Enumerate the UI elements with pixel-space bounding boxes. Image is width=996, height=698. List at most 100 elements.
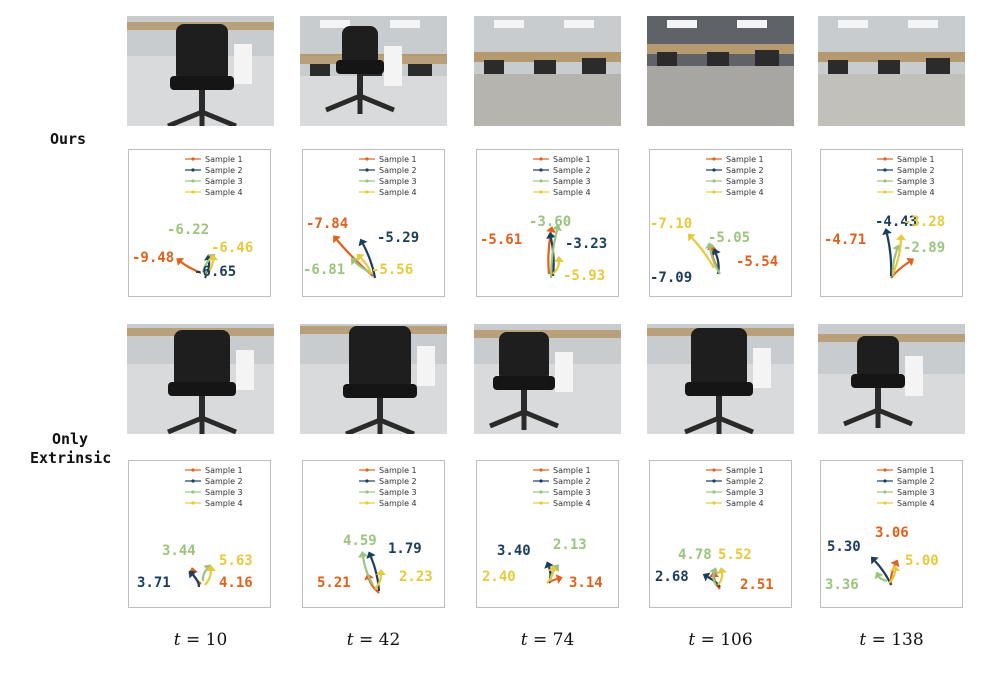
ours-value-sample-4: -6.46 bbox=[211, 240, 253, 256]
row-label-only-line2: Extrinsic bbox=[30, 449, 112, 467]
legend-label-sample-4: Sample 4 bbox=[726, 499, 764, 508]
timestep-label-5: t = 138 bbox=[818, 630, 965, 650]
legend-label-sample-4: Sample 4 bbox=[553, 499, 591, 508]
ours-plot-svg-1: Sample 1 Sample 2 Sample 3 Sample 4 -9.48 -6.… bbox=[132, 155, 253, 280]
extrinsic-arrowhead-sample-4 bbox=[206, 565, 216, 571]
extrinsic-legend-4: Sample 1 Sample 2 Sample 3 Sample 4 bbox=[706, 466, 764, 508]
legend-label-sample-4: Sample 4 bbox=[726, 188, 764, 197]
legend-label-sample-4: Sample 4 bbox=[379, 499, 417, 508]
extrinsic-value-sample-4: 2.23 bbox=[399, 569, 433, 585]
extrinsic-trajectory-sample-3 bbox=[201, 568, 208, 582]
extrinsic-trajectory-sample-4 bbox=[888, 570, 897, 584]
ours-trajectory-sample-2 bbox=[362, 243, 377, 279]
ours-plot-svg-3: Sample 1 Sample 2 Sample 3 Sample 4 -5.61 -3.… bbox=[480, 155, 607, 284]
extrinsic-plot-2: Sample 1 Sample 2 Sample 3 Sample 4 5.21 1.79… bbox=[302, 460, 445, 608]
extrinsic-trajectory-sample-4 bbox=[374, 574, 383, 590]
ours-trajectory-sample-3 bbox=[708, 247, 721, 275]
extrinsic-camera-frame-1 bbox=[127, 324, 274, 434]
ours-arrowhead-sample-3 bbox=[350, 257, 359, 266]
extrinsic-arrowhead-sample-1 bbox=[555, 574, 563, 584]
ours-plot-5: Sample 1 Sample 2 Sample 3 Sample 4 -4.71 -4.… bbox=[820, 149, 963, 297]
extrinsic-legend-2: Sample 1 Sample 2 Sample 3 Sample 4 bbox=[359, 466, 417, 508]
legend-marker-sample-2 bbox=[712, 168, 716, 172]
ours-camera-frame-1 bbox=[127, 16, 274, 126]
extrinsic-arrowhead-sample-4 bbox=[376, 569, 386, 575]
ours-camera-frame-2 bbox=[300, 16, 447, 126]
timestep-value: = 138 bbox=[871, 630, 924, 650]
ours-value-sample-3: -6.22 bbox=[167, 222, 209, 238]
legend-label-sample-4: Sample 4 bbox=[553, 188, 591, 197]
legend-label-sample-4: Sample 4 bbox=[205, 188, 243, 197]
ours-trajectory-sample-3 bbox=[549, 229, 559, 279]
legend-label-sample-2: Sample 2 bbox=[553, 477, 591, 486]
extrinsic-trajectory-sample-3 bbox=[878, 576, 888, 583]
legend-marker-sample-4 bbox=[365, 190, 369, 194]
extrinsic-value-sample-1: 2.51 bbox=[740, 577, 774, 593]
ours-value-sample-4: -7.10 bbox=[650, 216, 692, 232]
ours-arrowhead-sample-4 bbox=[356, 253, 365, 262]
ours-trajectory-sample-4 bbox=[205, 259, 215, 277]
ours-arrowhead-sample-1 bbox=[176, 258, 185, 266]
timestep-variable: t bbox=[859, 630, 867, 650]
ours-trajectory-sample-1 bbox=[890, 261, 910, 279]
ours-arrowhead-sample-1 bbox=[546, 226, 556, 233]
ours-arrowhead-sample-2 bbox=[882, 228, 892, 236]
extrinsic-plot-1: Sample 1 Sample 2 Sample 3 Sample 4 4.16 3.71… bbox=[128, 460, 271, 608]
extrinsic-value-sample-3: 2.13 bbox=[553, 537, 587, 553]
extrinsic-camera-frame-2 bbox=[300, 324, 447, 434]
legend-label-sample-3: Sample 3 bbox=[726, 488, 764, 497]
legend-label-sample-1: Sample 1 bbox=[379, 155, 417, 164]
extrinsic-value-sample-1: 3.06 bbox=[875, 525, 909, 541]
legend-label-sample-1: Sample 1 bbox=[897, 155, 935, 164]
ours-value-sample-4: -5.93 bbox=[563, 268, 605, 284]
extrinsic-plot-svg-4: Sample 1 Sample 2 Sample 3 Sample 4 2.51 2.68… bbox=[655, 466, 774, 593]
timestep-variable: t bbox=[173, 630, 181, 650]
legend-marker-sample-1 bbox=[539, 468, 543, 472]
extrinsic-trajectory-sample-4 bbox=[717, 572, 724, 586]
ours-value-sample-4: -3.28 bbox=[903, 214, 945, 230]
legend-label-sample-4: Sample 4 bbox=[205, 499, 243, 508]
timestep-value: = 74 bbox=[532, 630, 575, 650]
legend-label-sample-1: Sample 1 bbox=[553, 466, 591, 475]
extrinsic-value-sample-2: 5.30 bbox=[827, 539, 861, 555]
legend-marker-sample-3 bbox=[883, 490, 887, 494]
legend-label-sample-3: Sample 3 bbox=[205, 488, 243, 497]
timestep-value: = 42 bbox=[358, 630, 401, 650]
legend-label-sample-2: Sample 2 bbox=[726, 166, 764, 175]
ours-camera-frame-5 bbox=[818, 16, 965, 126]
legend-label-sample-4: Sample 4 bbox=[897, 499, 935, 508]
ours-arrowhead-sample-4 bbox=[687, 233, 696, 242]
ours-value-sample-2: -3.23 bbox=[565, 236, 607, 252]
legend-marker-sample-3 bbox=[191, 490, 195, 494]
legend-marker-sample-4 bbox=[191, 190, 195, 194]
legend-label-sample-1: Sample 1 bbox=[379, 466, 417, 475]
legend-marker-sample-3 bbox=[365, 490, 369, 494]
legend-marker-sample-2 bbox=[191, 479, 195, 483]
extrinsic-value-sample-4: 5.52 bbox=[718, 547, 752, 563]
extrinsic-trajectory-sample-4 bbox=[204, 570, 213, 586]
extrinsic-value-sample-2: 1.79 bbox=[388, 541, 422, 557]
extrinsic-value-sample-3: 3.44 bbox=[162, 543, 196, 559]
ours-value-sample-1: -5.54 bbox=[736, 254, 778, 270]
extrinsic-trajectory-sample-3 bbox=[712, 572, 717, 586]
extrinsic-arrowhead-sample-1 bbox=[890, 559, 900, 568]
extrinsic-camera-frame-5 bbox=[818, 324, 965, 434]
timestep-label-2: t = 42 bbox=[300, 630, 447, 650]
legend-marker-sample-2 bbox=[365, 479, 369, 483]
legend-label-sample-1: Sample 1 bbox=[205, 466, 243, 475]
ours-value-sample-1: -9.48 bbox=[132, 250, 174, 266]
extrinsic-legend-3: Sample 1 Sample 2 Sample 3 Sample 4 bbox=[533, 466, 591, 508]
extrinsic-arrowhead-sample-3 bbox=[709, 567, 719, 575]
ours-plot-svg-2: Sample 1 Sample 2 Sample 3 Sample 4 -7.84 -5.… bbox=[303, 155, 419, 279]
extrinsic-value-sample-1: 3.14 bbox=[569, 575, 603, 591]
legend-label-sample-3: Sample 3 bbox=[726, 177, 764, 186]
extrinsic-arrowhead-sample-2 bbox=[366, 551, 376, 559]
ours-plot-svg-4: Sample 1 Sample 2 Sample 3 Sample 4 -5.54 -7.… bbox=[650, 155, 778, 286]
legend-label-sample-2: Sample 2 bbox=[553, 166, 591, 175]
extrinsic-arrowhead-sample-2 bbox=[702, 572, 711, 582]
legend-label-sample-1: Sample 1 bbox=[205, 155, 243, 164]
extrinsic-camera-frame-3 bbox=[474, 324, 621, 434]
timestep-variable: t bbox=[688, 630, 696, 650]
extrinsic-plot-svg-1: Sample 1 Sample 2 Sample 3 Sample 4 4.16 3.71… bbox=[137, 466, 253, 591]
legend-label-sample-3: Sample 3 bbox=[205, 177, 243, 186]
